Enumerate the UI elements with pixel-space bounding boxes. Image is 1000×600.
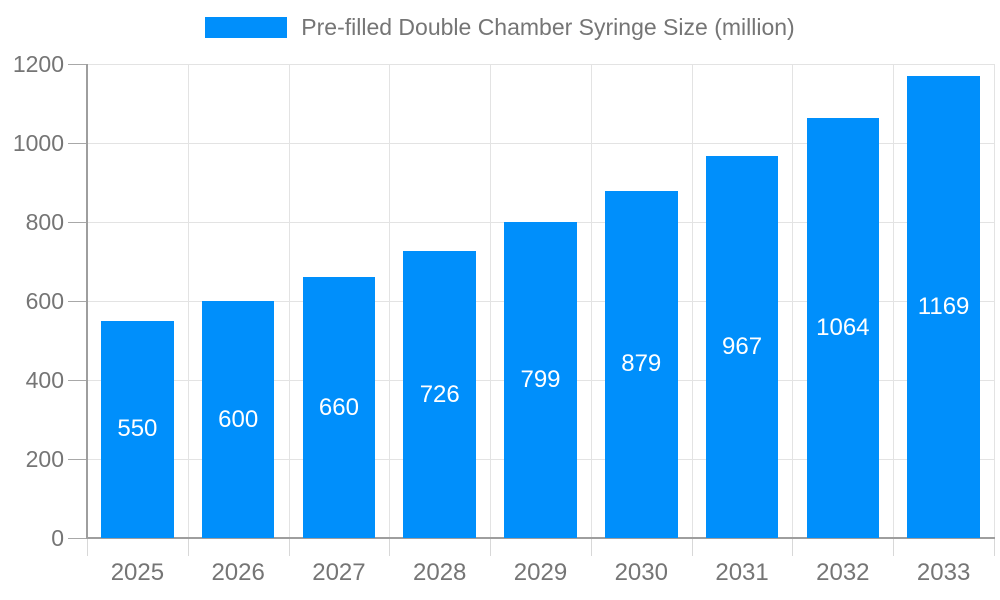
bar-2033[interactable]	[907, 76, 980, 538]
x-axis-label: 2032	[816, 559, 870, 586]
x-tick-mark	[490, 538, 492, 556]
legend-label: Pre-filled Double Chamber Syringe Size (…	[301, 14, 795, 40]
x-axis-label: 2029	[513, 559, 568, 586]
x-tick-mark	[288, 538, 290, 556]
y-axis-label: 1000	[12, 130, 64, 156]
y-tick-mark	[68, 538, 87, 539]
legend-swatch-icon	[205, 17, 288, 38]
y-axis-line	[86, 64, 88, 539]
x-tick-mark	[994, 538, 995, 556]
y-tick-mark	[68, 64, 87, 65]
y-tick-mark	[68, 222, 87, 223]
y-axis-label: 1200	[12, 51, 64, 77]
x-gridline	[490, 64, 492, 538]
x-axis-label: 2025	[110, 559, 165, 586]
y-axis-label: 400	[25, 367, 64, 393]
x-gridline	[792, 64, 794, 538]
y-axis-label: 0	[51, 525, 64, 551]
x-gridline	[288, 64, 290, 538]
bar-2031[interactable]	[705, 156, 779, 538]
x-axis-label: 2033	[916, 559, 971, 586]
bar-2029[interactable]	[504, 222, 577, 538]
x-tick-mark	[792, 538, 794, 556]
y-tick-mark	[68, 459, 87, 460]
x-gridline	[691, 64, 693, 538]
y-gridline	[87, 64, 994, 65]
bar-2026[interactable]	[201, 301, 275, 538]
x-tick-mark	[187, 538, 189, 556]
y-tick-mark	[68, 301, 87, 302]
bar-2025[interactable]	[101, 320, 174, 538]
y-gridline	[87, 143, 994, 144]
x-axis-label: 2028	[413, 559, 467, 586]
bar-2030[interactable]	[604, 190, 678, 538]
x-tick-mark	[87, 538, 88, 556]
y-tick-mark	[68, 143, 87, 144]
y-axis-label: 800	[25, 209, 64, 235]
bar-2028[interactable]	[403, 251, 476, 538]
x-gridline	[994, 64, 995, 538]
x-tick-mark	[691, 538, 693, 556]
legend: Pre-filled Double Chamber Syringe Size (…	[0, 14, 1000, 41]
bar-2027[interactable]	[302, 277, 376, 538]
y-axis-label: 600	[25, 288, 64, 314]
x-gridline	[389, 64, 391, 538]
x-gridline	[187, 64, 189, 538]
x-axis-label: 2027	[312, 559, 366, 586]
x-tick-mark	[893, 538, 895, 556]
x-axis-line	[86, 537, 995, 539]
x-tick-mark	[590, 538, 592, 556]
x-axis-label: 2026	[211, 559, 265, 586]
legend-item[interactable]: Pre-filled Double Chamber Syringe Size (…	[205, 14, 795, 41]
y-axis-label: 200	[25, 446, 64, 472]
x-axis-label: 2031	[715, 559, 769, 586]
x-tick-mark	[389, 538, 391, 556]
x-axis-label: 2030	[614, 559, 668, 586]
bar-2032[interactable]	[806, 117, 880, 538]
y-tick-mark	[68, 380, 87, 381]
x-gridline	[893, 64, 895, 538]
x-gridline	[590, 64, 592, 538]
